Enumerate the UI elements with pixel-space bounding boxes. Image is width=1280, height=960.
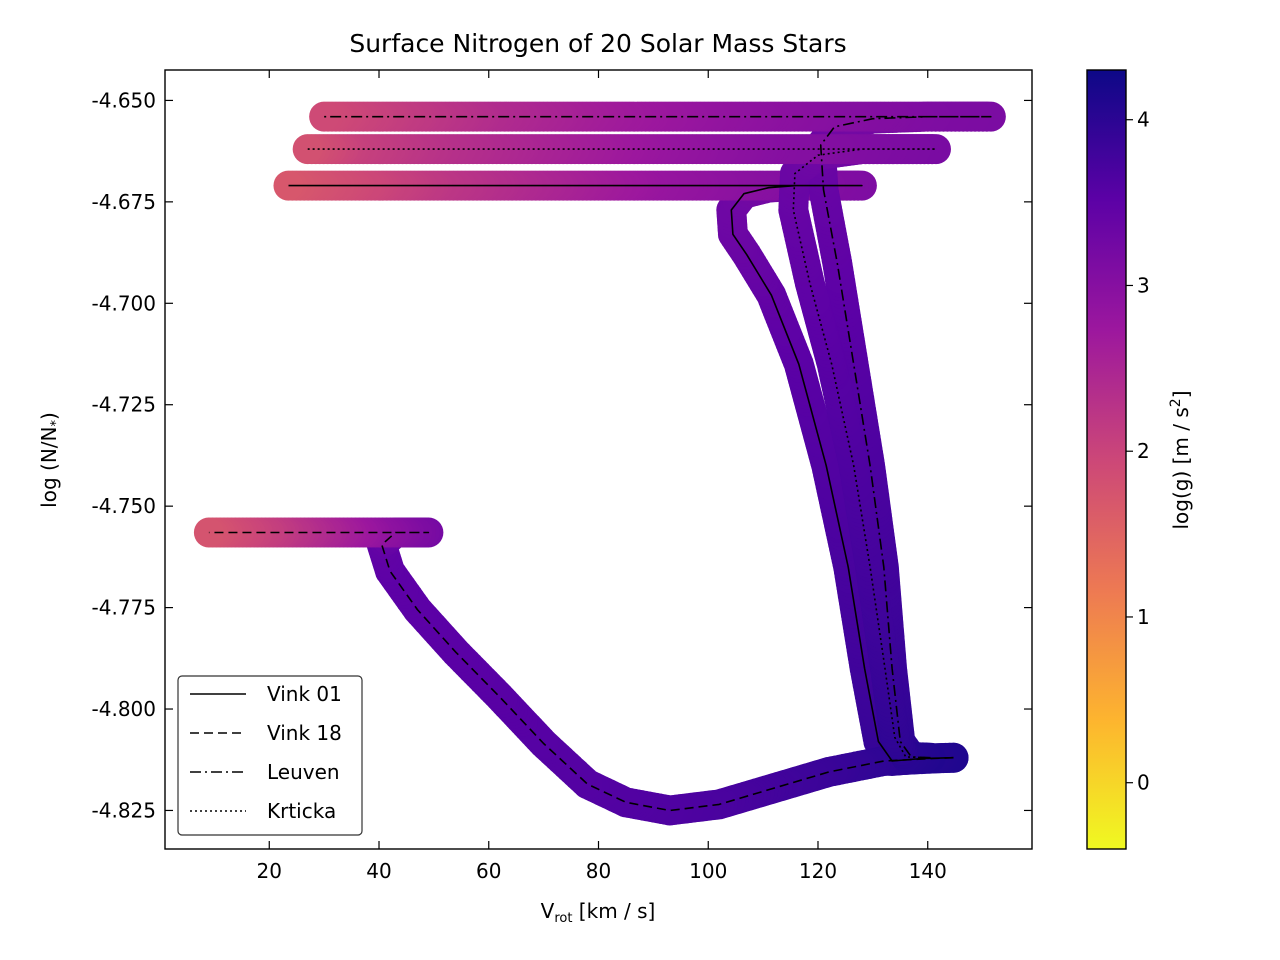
legend-label: Krticka [267,799,336,823]
band-point [309,101,340,132]
colorbar: 0 1 2 3 4 log(g) [m / s2] [1086,69,1193,850]
x-tick-label: 80 [586,859,611,883]
chart-title: Surface Nitrogen of 20 Solar Mass Stars [349,29,846,58]
x-tick-label: 100 [689,859,727,883]
colorbar-tick-label: 2 [1137,439,1150,463]
x-tick-label: 40 [366,859,391,883]
y-tick-label: -4.750 [92,494,156,518]
y-tick-label: -4.825 [92,798,156,822]
legend-label: Vink 01 [267,682,342,706]
x-tick-label: 140 [909,859,947,883]
legend-box [177,675,363,836]
x-tick-label: 60 [476,859,501,883]
colorbar-label: log(g) [m / s2] [1168,390,1193,529]
colorbar-tick-label: 0 [1137,771,1150,795]
y-tick-label: -4.775 [92,596,156,620]
colorbar-ticks: 0 1 2 3 4 [1126,108,1150,795]
x-axis-label: Vrot [km / s] [541,899,656,926]
series-line-leuven [324,115,992,759]
band-point [292,134,323,165]
y-axis-ticks: -4.650 -4.675 -4.700 -4.725 -4.750 -4.775 -4.8… [92,88,1032,822]
legend-label: Leuven [267,760,340,784]
band-leuven [309,101,1006,773]
y-tick-label: -4.700 [92,291,156,315]
x-axis-ticks: 20 40 60 80 100 120 140 [257,70,947,883]
band-point [273,170,304,201]
x-tick-label: 120 [799,859,837,883]
y-tick-label: -4.650 [92,88,156,112]
y-tick-label: -4.725 [92,393,156,417]
series-lines [208,115,992,812]
series-line-krticka [307,148,937,759]
band-point [193,517,224,548]
colorbar-tick-label: 1 [1137,605,1150,629]
series-line-vink-01 [288,184,954,762]
colorbar-gradient [1086,69,1127,850]
series-line-vink-18 [208,531,954,812]
colorbar-tick-label: 3 [1137,273,1150,297]
band-krticka [292,134,951,773]
y-tick-label: -4.675 [92,190,156,214]
legend: Vink 01 Vink 18 Leuven Krticka [177,675,363,836]
legend-label: Vink 18 [267,721,342,745]
x-tick-label: 20 [257,859,282,883]
y-axis-label: log (N/N*) [37,412,64,508]
y-tick-label: -4.800 [92,697,156,721]
colorbar-tick-label: 4 [1137,108,1150,132]
